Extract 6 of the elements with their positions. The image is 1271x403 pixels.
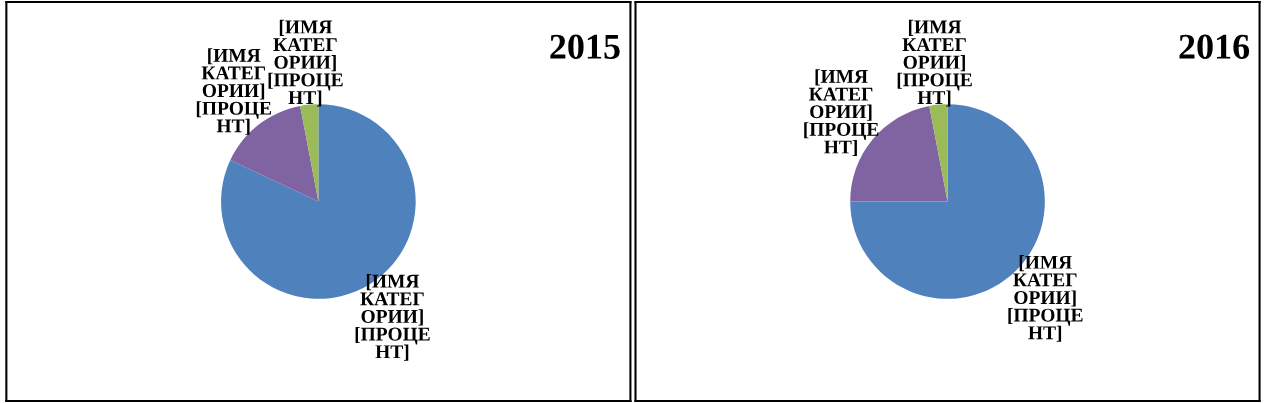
slice-label: [ИМЯ КАТЕГ ОРИИ] [ПРОЦЕ НТ] xyxy=(355,274,430,361)
text: 2015 xyxy=(550,34,620,59)
text: 2016 xyxy=(1179,34,1250,59)
slice-label: [ИМЯ КАТЕГ ОРИИ] [ПРОЦЕ НТ] xyxy=(897,19,972,107)
slice-label: [ИМЯ КАТЕГ ОРИИ] [ПРОЦЕ НТ] xyxy=(1008,255,1083,342)
slice-label: [ИМЯ КАТЕГ ОРИИ] [ПРОЦЕ НТ] xyxy=(804,69,879,156)
